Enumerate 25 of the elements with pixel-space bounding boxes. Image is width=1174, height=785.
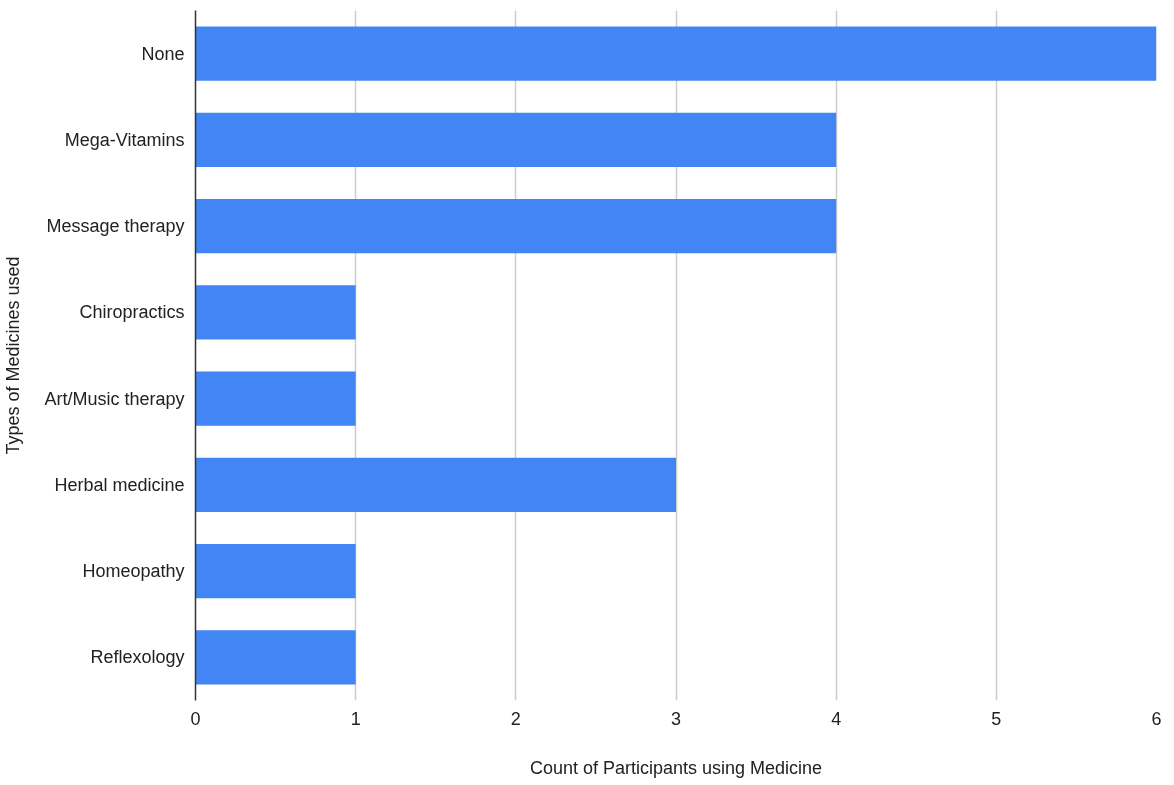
y-tick-label: Message therapy: [46, 216, 185, 237]
x-tick-label: 0: [190, 708, 201, 729]
x-tick-label: 5: [991, 708, 1002, 729]
bar: [195, 457, 676, 513]
x-tick-label: 3: [670, 708, 682, 729]
y-tick-label: None: [141, 43, 185, 64]
x-axis-title: Count of Participants using Medicine: [529, 757, 823, 778]
bar: [195, 198, 837, 254]
bar: [195, 285, 356, 340]
x-tick-label: 1: [350, 708, 361, 729]
y-tick-label: Reflexology: [90, 647, 185, 668]
y-tick-label: Mega-Vitamins: [64, 129, 185, 150]
bar: [195, 112, 837, 168]
x-tick-label: 2: [510, 708, 521, 729]
y-tick-label: Herbal medicine: [54, 474, 185, 495]
y-tick-label: Chiropractics: [79, 302, 185, 323]
y-tick-label: Homeopathy: [82, 561, 185, 582]
bar: [195, 543, 356, 599]
bar: [195, 630, 356, 685]
y-tick-label: Art/Music therapy: [44, 388, 185, 409]
bar: [195, 26, 1157, 81]
x-tick-label: 6: [1151, 708, 1162, 729]
y-axis-title: Types of Medicines used: [3, 256, 24, 455]
bar: [195, 371, 356, 426]
x-tick-label: 4: [831, 708, 842, 729]
